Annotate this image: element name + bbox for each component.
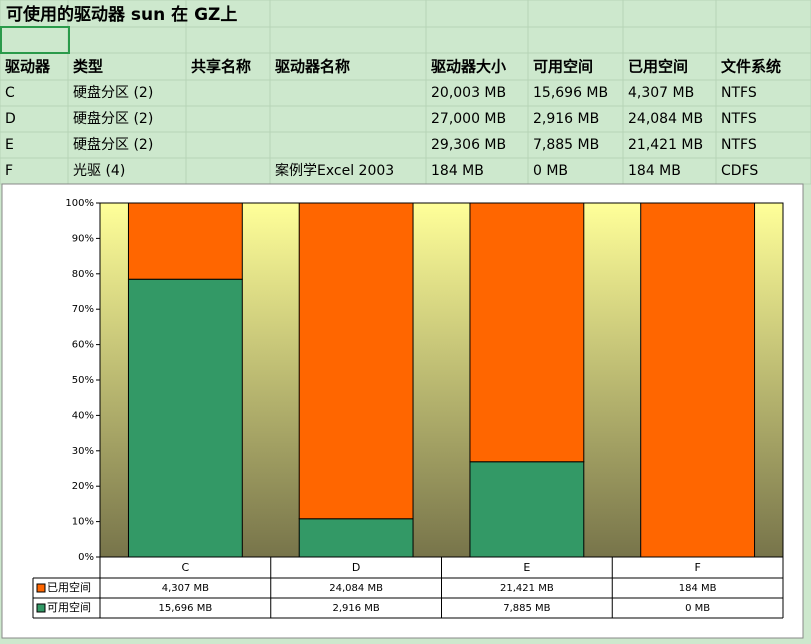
- x-tick-label: F: [694, 561, 700, 574]
- data-label: 7,885 MB: [503, 603, 550, 614]
- y-tick-label: 70%: [72, 304, 94, 315]
- table-cell[interactable]: 24,084 MB: [628, 111, 703, 127]
- x-tick-label: E: [523, 561, 530, 574]
- data-label: 24,084 MB: [329, 583, 383, 594]
- sheet-title: 可使用的驱动器 sun 在 GZ上: [6, 4, 237, 25]
- data-label: 0 MB: [685, 603, 710, 614]
- bar: [127, 278, 243, 558]
- table-cell[interactable]: 光驱 (4): [73, 163, 125, 179]
- y-tick-label: 60%: [72, 340, 94, 351]
- y-tick-label: 10%: [72, 517, 94, 528]
- table-cell[interactable]: 184 MB: [628, 163, 681, 179]
- header-cell[interactable]: 文件系统: [721, 58, 781, 76]
- data-label: 184 MB: [679, 583, 717, 594]
- bar: [298, 202, 414, 520]
- header-cell[interactable]: 共享名称: [191, 58, 251, 76]
- y-tick-label: 100%: [65, 198, 94, 209]
- table-cell[interactable]: 20,003 MB: [431, 85, 506, 101]
- table-cell[interactable]: 27,000 MB: [431, 111, 506, 127]
- table-cell[interactable]: 0 MB: [533, 163, 568, 179]
- y-tick-label: 0%: [78, 552, 94, 563]
- table-cell[interactable]: C: [5, 85, 15, 101]
- legend-label: 可用空间: [47, 600, 91, 614]
- bar: [127, 202, 243, 280]
- table-cell[interactable]: E: [5, 137, 14, 153]
- header-cell[interactable]: 驱动器大小: [431, 58, 506, 76]
- data-label: 4,307 MB: [162, 583, 209, 594]
- header-cell[interactable]: 已用空间: [628, 58, 688, 76]
- table-cell[interactable]: 184 MB: [431, 163, 484, 179]
- data-label: 2,916 MB: [332, 603, 379, 614]
- header-cell[interactable]: 可用空间: [533, 58, 593, 76]
- header-cell[interactable]: 类型: [73, 58, 103, 76]
- y-tick-label: 20%: [72, 481, 94, 492]
- bar: [298, 518, 414, 558]
- bar: [640, 202, 756, 558]
- header-cell[interactable]: 驱动器: [5, 58, 51, 76]
- legend-key: [36, 583, 46, 593]
- data-label: 15,696 MB: [159, 603, 213, 614]
- legend-key: [36, 603, 46, 613]
- x-tick-label: C: [182, 561, 190, 574]
- table-cell[interactable]: 4,307 MB: [628, 85, 694, 101]
- selected-cell[interactable]: [0, 26, 70, 54]
- table-cell[interactable]: 2,916 MB: [533, 111, 599, 127]
- data-label: 21,421 MB: [500, 583, 554, 594]
- table-cell[interactable]: 29,306 MB: [431, 137, 506, 153]
- y-tick-label: 80%: [72, 269, 94, 280]
- y-tick-label: 40%: [72, 410, 94, 421]
- table-cell[interactable]: 硬盘分区 (2): [73, 84, 153, 101]
- table-cell[interactable]: 案例学Excel 2003: [275, 162, 394, 179]
- table-cell[interactable]: 7,885 MB: [533, 137, 599, 153]
- header-cell[interactable]: 驱动器名称: [275, 58, 350, 76]
- table-cell[interactable]: 15,696 MB: [533, 85, 608, 101]
- table-cell[interactable]: NTFS: [721, 85, 757, 101]
- y-tick-label: 90%: [72, 233, 94, 244]
- y-tick-label: 50%: [72, 375, 94, 386]
- legend-label: 已用空间: [47, 580, 91, 594]
- table-cell[interactable]: 硬盘分区 (2): [73, 136, 153, 153]
- table-cell[interactable]: F: [5, 163, 13, 179]
- table-cell[interactable]: NTFS: [721, 137, 757, 153]
- x-tick-label: D: [352, 561, 360, 574]
- table-cell[interactable]: NTFS: [721, 111, 757, 127]
- bar: [469, 202, 585, 463]
- table-cell[interactable]: D: [5, 111, 16, 127]
- bar: [469, 461, 585, 558]
- table-cell[interactable]: 硬盘分区 (2): [73, 110, 153, 127]
- y-tick-label: 30%: [72, 446, 94, 457]
- table-cell[interactable]: 21,421 MB: [628, 137, 703, 153]
- table-cell[interactable]: CDFS: [721, 163, 758, 179]
